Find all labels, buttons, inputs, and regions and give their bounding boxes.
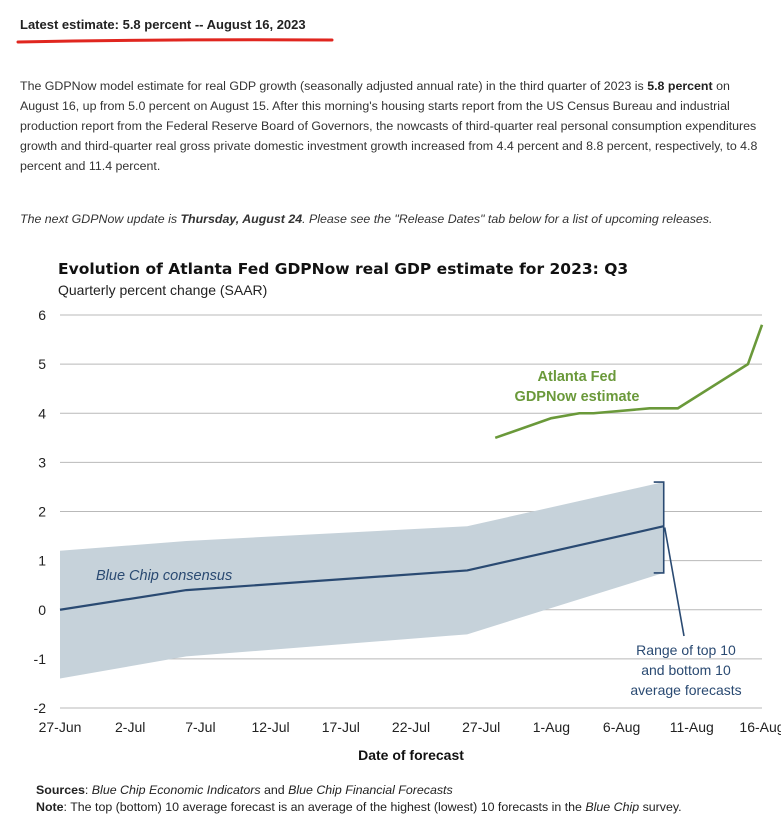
x-axis-ticks: 27-Jun 2-Jul 7-Jul 12-Jul 17-Jul 22-Jul 27-Jul… (39, 719, 781, 735)
sources-src2: Blue Chip Financial Forecasts (288, 783, 453, 797)
x-tick-label: 16-Aug (739, 719, 781, 735)
gdpnow-label-line: Atlanta Fed (538, 369, 617, 385)
range-label-line: and bottom 10 (641, 662, 731, 678)
range-leader-line (663, 527, 685, 637)
y-tick-label: 6 (38, 307, 46, 323)
x-tick-label: 1-Aug (533, 719, 570, 735)
range-band (60, 482, 664, 679)
intro-paragraph: The GDPNow model estimate for real GDP g… (20, 76, 770, 176)
x-tick-label: 7-Jul (185, 719, 215, 735)
y-tick-label: -2 (34, 700, 47, 716)
x-tick-label: 27-Jun (39, 719, 82, 735)
x-tick-label: 27-Jul (462, 719, 500, 735)
y-axis-ticks: -2 -1 0 1 2 3 4 5 6 (34, 307, 47, 716)
intro-bold-estimate: 5.8 percent (647, 79, 713, 93)
next-update-note: The next GDPNow update is Thursday, Augu… (20, 212, 770, 226)
sources-label: Sources (36, 783, 85, 797)
y-tick-label: 3 (38, 454, 46, 470)
intro-text-2: on August 16, up from 5.0 percent on Aug… (20, 79, 758, 173)
sources-colon: : (84, 783, 92, 797)
range-band-layer (60, 481, 685, 679)
range-label-line: Range of top 10 (636, 642, 736, 658)
x-axis-label: Date of forecast (358, 747, 464, 763)
sources-src1: Blue Chip Economic Indicators (91, 783, 261, 797)
y-tick-label: 5 (38, 356, 46, 372)
next-update-text-2: . Please see the "Release Dates" tab bel… (302, 212, 713, 226)
x-tick-label: 6-Aug (603, 719, 640, 735)
intro-text-1: The GDPNow model estimate for real GDP g… (20, 79, 648, 93)
series-lines (59, 324, 764, 611)
x-tick-label: 2-Jul (115, 719, 145, 735)
gdpnow-line (494, 324, 764, 440)
y-tick-label: -1 (34, 651, 47, 667)
x-tick-label: 22-Jul (392, 719, 430, 735)
bluechip-line (59, 525, 664, 611)
gdpnow-chart: Evolution of Atlanta Fed GDPNow real GDP… (34, 260, 781, 763)
next-update-date: Thursday, August 24 (180, 212, 303, 226)
sources-and: and (260, 783, 289, 797)
red-underline (16, 38, 334, 44)
y-tick-label: 2 (38, 504, 46, 520)
x-tick-label: 11-Aug (670, 719, 714, 735)
note-text: : The top (bottom) 10 average forecast i… (63, 800, 586, 814)
next-update-text-1: The next GDPNow update is (20, 212, 181, 226)
y-tick-label: 4 (38, 405, 46, 421)
range-label-line: average forecasts (630, 682, 741, 698)
x-tick-label: 12-Jul (252, 719, 290, 735)
chart-title: Evolution of Atlanta Fed GDPNow real GDP… (58, 260, 628, 278)
x-tick-label: 17-Jul (322, 719, 360, 735)
range-bracket (653, 481, 665, 574)
note-label: Note (36, 800, 64, 814)
chart-subtitle: Quarterly percent change (SAAR) (58, 282, 267, 298)
latest-estimate-heading: Latest estimate: 5.8 percent -- August 1… (20, 17, 306, 32)
gdpnow-label-line: GDPNow estimate (515, 389, 640, 405)
sources-note: Sources: Blue Chip Economic Indicators a… (36, 782, 776, 816)
series-labels: Range of top 10 and bottom 10 average fore… (96, 369, 742, 698)
y-tick-label: 1 (38, 553, 46, 569)
note-end: survey. (639, 800, 682, 814)
note-italic: Blue Chip (585, 800, 640, 814)
bluechip-label: Blue Chip consensus (96, 568, 232, 584)
red-underline-stroke (16, 38, 334, 44)
y-tick-label: 0 (38, 602, 46, 618)
